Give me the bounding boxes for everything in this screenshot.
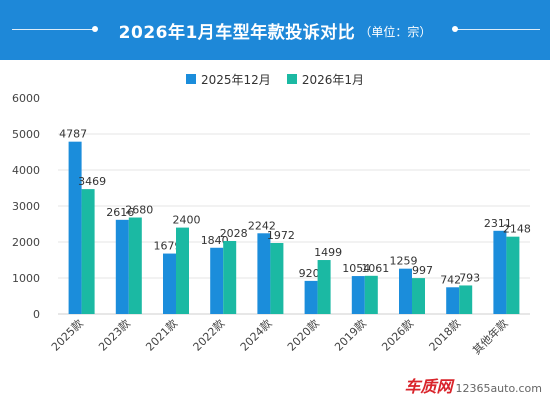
y-tick-label: 3000 — [12, 200, 40, 213]
y-tick-label: 6000 — [12, 92, 40, 105]
bar-dec — [399, 268, 412, 314]
bar-jan — [270, 243, 284, 314]
bar-dec — [351, 276, 365, 314]
data-label: 793 — [459, 271, 480, 284]
bar-dec — [257, 233, 271, 314]
y-tick-label: 0 — [33, 308, 40, 321]
bar-jan — [223, 240, 237, 314]
bar-dec — [304, 280, 318, 314]
chart-header: 2026年1月车型年款投诉对比 （单位：宗） — [0, 0, 550, 60]
legend-label-dec: 2025年12月 — [201, 72, 271, 87]
legend-item-dec: 2025年12月 — [186, 71, 271, 88]
bar-dec — [210, 247, 224, 314]
bar-jan — [364, 275, 378, 314]
data-label: 2616 — [106, 206, 134, 219]
data-label: 1054 — [342, 262, 370, 275]
bar-dec — [493, 230, 507, 314]
data-label: 742 — [440, 273, 461, 286]
data-label: 997 — [412, 264, 433, 277]
data-label: 1061 — [361, 262, 389, 275]
x-tick-label: 2024款 — [237, 316, 274, 353]
bar-dec — [68, 141, 82, 314]
data-label: 920 — [299, 267, 320, 280]
x-tick-label: 2018款 — [426, 316, 463, 353]
x-tick-label: 2022款 — [190, 316, 227, 353]
bar-jan — [176, 227, 189, 314]
bar-jan — [317, 260, 331, 314]
x-tick-label: 2020款 — [284, 316, 321, 353]
data-label: 2400 — [173, 214, 201, 227]
legend-label-jan: 2026年1月 — [301, 72, 364, 87]
bar-jan — [459, 285, 473, 314]
header-decor-dot-left — [92, 26, 98, 32]
watermark-url: 12365auto.com — [455, 382, 542, 395]
data-label: 3469 — [78, 175, 106, 188]
legend-swatch-dec — [186, 74, 196, 84]
x-tick-label: 2019款 — [331, 316, 368, 353]
data-label: 2680 — [125, 204, 153, 217]
x-tick-label: 2025款 — [48, 316, 85, 353]
data-label: 2311 — [484, 217, 512, 230]
bar-dec — [446, 287, 460, 314]
y-tick-label: 5000 — [12, 128, 40, 141]
header-decor-line-right — [455, 29, 540, 30]
data-label: 4787 — [59, 128, 87, 141]
y-tick-label: 1000 — [12, 272, 40, 285]
x-tick-label: 2023款 — [95, 316, 132, 353]
bar-dec — [163, 253, 176, 314]
legend-swatch-jan — [286, 74, 297, 84]
watermark-brand: 车质网 — [404, 377, 453, 396]
y-tick-label: 2000 — [12, 236, 40, 249]
bar-jan — [81, 189, 95, 314]
chart-legend: 2025年12月 2026年1月 — [0, 70, 550, 88]
data-label: 2028 — [220, 227, 248, 240]
data-label: 1840 — [201, 234, 229, 247]
bar-jan — [128, 217, 142, 314]
watermark: 车质网 12365auto.com — [404, 373, 542, 397]
data-label: 2242 — [248, 219, 276, 232]
data-label: 2148 — [503, 223, 531, 236]
chart-title: 2026年1月车型年款投诉对比 — [118, 22, 356, 43]
header-decor-line-left — [12, 29, 94, 30]
bar-jan — [506, 236, 520, 314]
data-label: 1499 — [314, 246, 342, 259]
x-tick-label: 其他年款 — [470, 316, 511, 357]
data-label: 1679 — [154, 240, 182, 253]
bar-jan — [412, 278, 425, 314]
bar-dec — [115, 219, 129, 314]
y-tick-label: 4000 — [12, 164, 40, 177]
legend-item-jan: 2026年1月 — [286, 71, 364, 88]
x-tick-label: 2021款 — [143, 316, 180, 353]
x-tick-label: 2026款 — [379, 316, 416, 353]
data-label: 1972 — [267, 229, 295, 242]
chart-unit-subtitle: （单位：宗） — [359, 25, 432, 39]
data-label: 1259 — [390, 255, 418, 268]
